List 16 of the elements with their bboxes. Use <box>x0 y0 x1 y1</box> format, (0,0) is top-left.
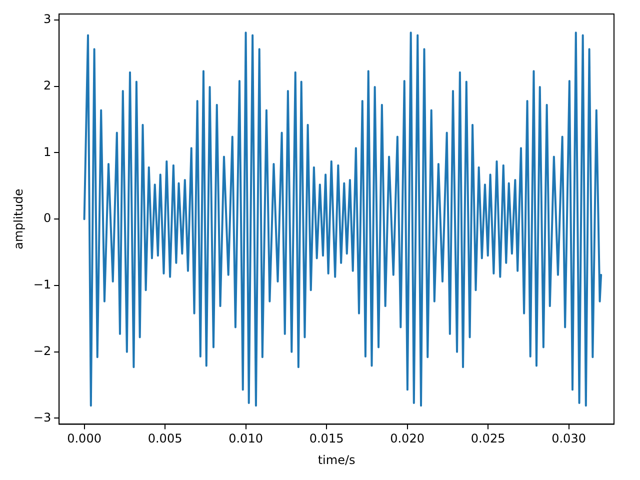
y-tick-label: 2 <box>43 78 52 92</box>
x-tick-label: 0.025 <box>470 432 506 446</box>
x-tick-label: 0.020 <box>390 432 424 446</box>
x-tick-label: 0.010 <box>228 432 263 446</box>
x-tick-label: 0.000 <box>67 432 102 446</box>
y-axis-title: amplitude <box>11 188 26 250</box>
x-tick-label: 0.005 <box>148 432 182 446</box>
y-tick-label: −2 <box>33 344 52 358</box>
y-tick-label: −1 <box>33 278 52 292</box>
y-tick-label: 0 <box>43 211 52 226</box>
x-axis-title: time/s <box>318 452 356 467</box>
y-tick-label: −3 <box>33 410 52 424</box>
y-tick-label: 1 <box>43 144 52 159</box>
x-tick-label: 0.030 <box>552 432 586 446</box>
x-tick-label: 0.015 <box>309 432 344 446</box>
y-tick-label: 3 <box>43 12 52 26</box>
